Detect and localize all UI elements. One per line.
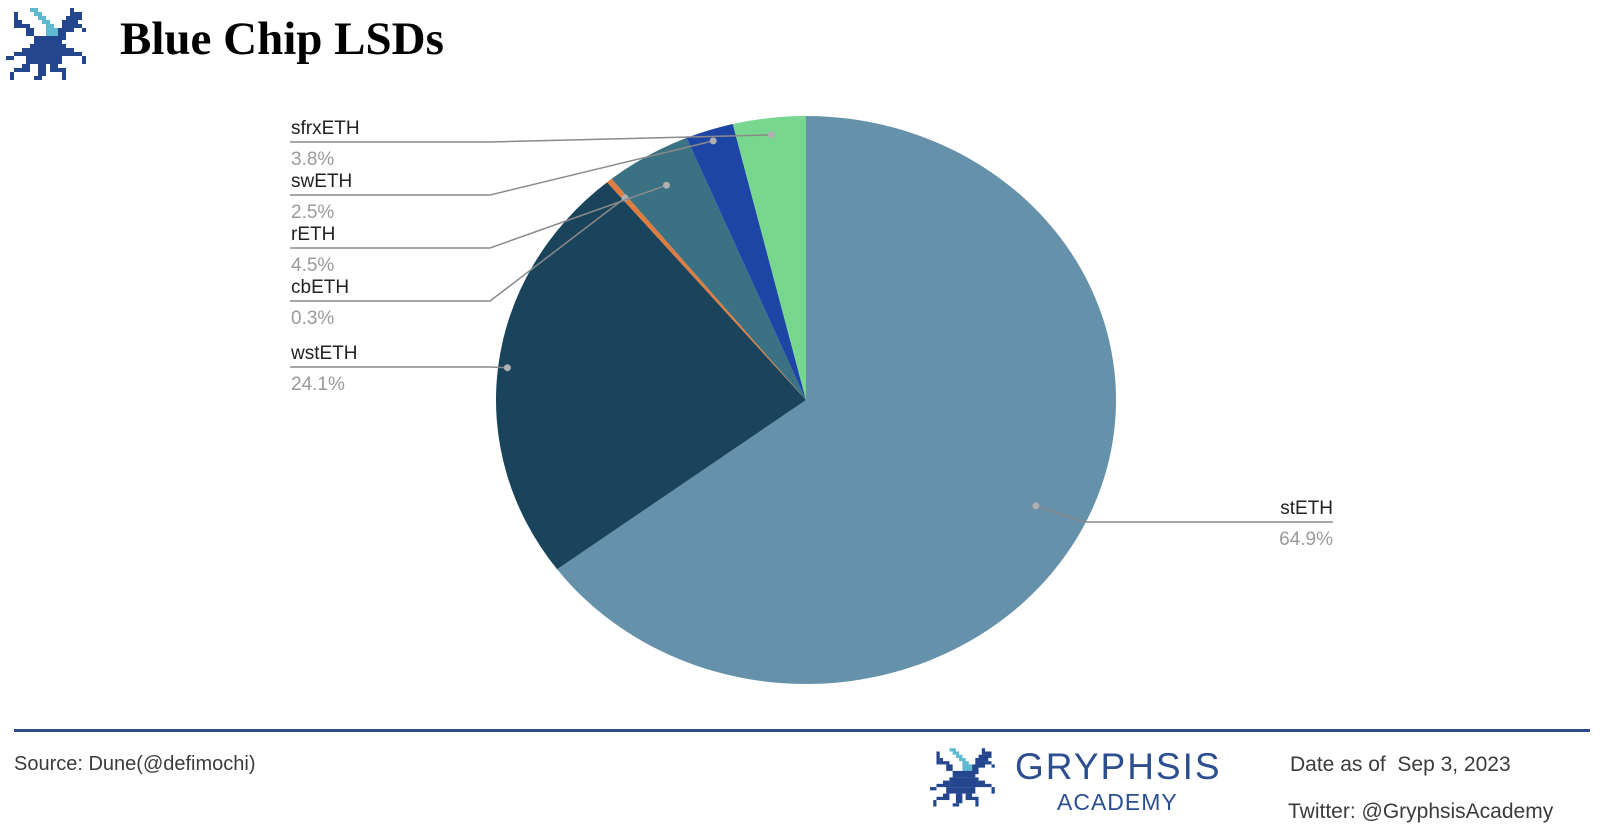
slice-percent: 64.9% (1279, 529, 1333, 550)
pie-labels: stETH 64.9% wstETH 24.1% cbETH 0.3% rETH 4.5% sw… (290, 118, 1333, 550)
leader-line (290, 134, 772, 143)
slice-name: rETH (291, 224, 335, 245)
leader-line (290, 184, 667, 249)
slice-name: sfrxETH (291, 118, 360, 139)
leader-line (290, 140, 714, 196)
slice-label-cbeth: cbETH 0.3% (290, 194, 629, 329)
pie-chart: stETH 64.9% wstETH 24.1% cbETH 0.3% rETH 4.5% sw… (290, 116, 1333, 684)
slice-percent: 2.5% (291, 202, 334, 223)
gryphon-logo-icon (930, 748, 995, 807)
twitter-handle: Twitter: @GryphsisAcademy (1288, 800, 1554, 823)
date-note: Date as of Sep 3, 2023 (1290, 753, 1511, 776)
pie-slice-wsteth (496, 182, 806, 570)
leader-dot (767, 131, 775, 139)
leader-line (290, 197, 626, 302)
slice-name: stETH (1280, 498, 1333, 519)
slice-name: swETH (291, 171, 352, 192)
pie-slice-reth (611, 137, 806, 401)
brand-subtitle: ACADEMY (1057, 789, 1178, 815)
source-note: Source: Dune(@defimochi) (14, 753, 256, 775)
slice-percent: 4.5% (291, 255, 334, 276)
pie-slice-cbeth (607, 178, 806, 400)
leader-dot (503, 364, 511, 372)
slice-label-sweth: swETH 2.5% (290, 137, 717, 223)
slice-label-wsteth: wstETH 24.1% (290, 343, 511, 395)
leader-dot (663, 181, 670, 189)
gryphon-logo-icon (6, 8, 86, 80)
leader-dot (1032, 502, 1040, 510)
pie-slice-steth (557, 116, 1117, 684)
slice-percent: 24.1% (291, 374, 345, 395)
slice-percent: 0.3% (291, 308, 334, 329)
slice-percent: 3.8% (291, 149, 334, 170)
pie-slice-sfrxeth (732, 116, 806, 400)
leader-line (1035, 505, 1333, 523)
slice-name: cbETH (291, 277, 349, 298)
slice-label-steth: stETH 64.9% (1032, 498, 1333, 550)
pie-slice-sweth (686, 124, 806, 400)
pie-slices (496, 116, 1117, 684)
brand-name: GRYPHSIS (1015, 746, 1222, 787)
leader-line (290, 366, 508, 369)
leader-dot (709, 137, 717, 145)
slice-label-reth: rETH 4.5% (290, 181, 670, 276)
slice-name: wstETH (290, 343, 358, 364)
page-title: Blue Chip LSDs (120, 13, 444, 65)
footer-divider (14, 729, 1590, 732)
slice-label-sfrxeth: sfrxETH 3.8% (290, 118, 775, 170)
